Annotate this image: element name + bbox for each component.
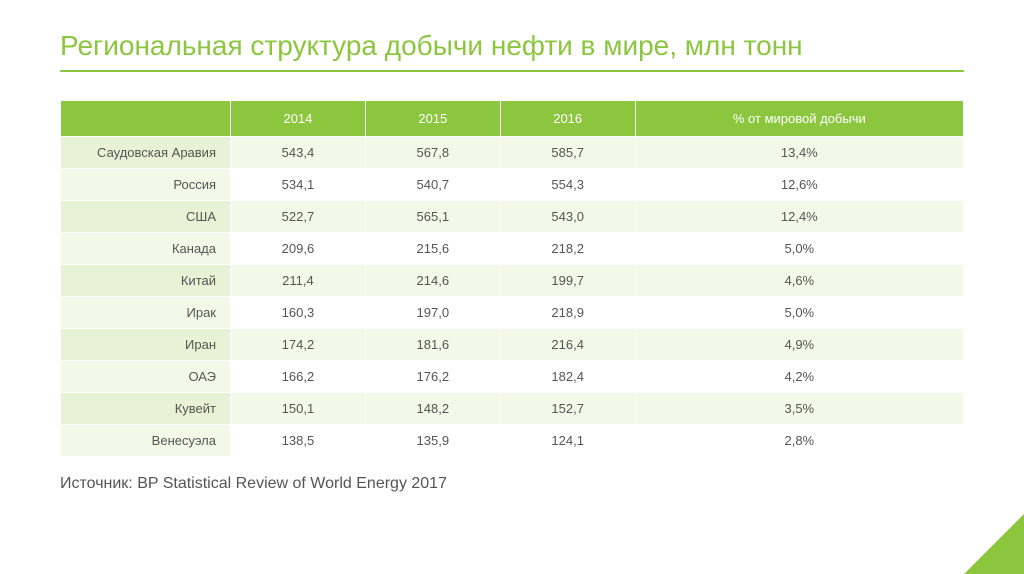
cell: 150,1 bbox=[231, 393, 366, 425]
cell: 216,4 bbox=[500, 329, 635, 361]
row-label: Китай bbox=[61, 265, 231, 297]
cell: 4,9% bbox=[635, 329, 963, 361]
cell: 522,7 bbox=[231, 201, 366, 233]
row-label: Кувейт bbox=[61, 393, 231, 425]
cell: 182,4 bbox=[500, 361, 635, 393]
cell: 3,5% bbox=[635, 393, 963, 425]
col-header-2014: 2014 bbox=[231, 101, 366, 137]
cell: 214,6 bbox=[365, 265, 500, 297]
cell: 554,3 bbox=[500, 169, 635, 201]
cell: 160,3 bbox=[231, 297, 366, 329]
cell: 12,4% bbox=[635, 201, 963, 233]
cell: 197,0 bbox=[365, 297, 500, 329]
row-label: Саудовская Аравия bbox=[61, 137, 231, 169]
cell: 176,2 bbox=[365, 361, 500, 393]
cell: 218,2 bbox=[500, 233, 635, 265]
row-label: Россия bbox=[61, 169, 231, 201]
cell: 135,9 bbox=[365, 425, 500, 457]
table-body: Саудовская Аравия 543,4 567,8 585,7 13,4… bbox=[61, 137, 964, 457]
slide: Региональная структура добычи нефти в ми… bbox=[0, 0, 1024, 574]
cell: 174,2 bbox=[231, 329, 366, 361]
col-header-blank bbox=[61, 101, 231, 137]
cell: 138,5 bbox=[231, 425, 366, 457]
table-row: Ирак 160,3 197,0 218,9 5,0% bbox=[61, 297, 964, 329]
cell: 12,6% bbox=[635, 169, 963, 201]
col-header-share: % от мировой добычи bbox=[635, 101, 963, 137]
table-row: Канада 209,6 215,6 218,2 5,0% bbox=[61, 233, 964, 265]
cell: 585,7 bbox=[500, 137, 635, 169]
cell: 148,2 bbox=[365, 393, 500, 425]
cell: 5,0% bbox=[635, 297, 963, 329]
cell: 543,0 bbox=[500, 201, 635, 233]
table-row: Венесуэла 138,5 135,9 124,1 2,8% bbox=[61, 425, 964, 457]
table-row: Кувейт 150,1 148,2 152,7 3,5% bbox=[61, 393, 964, 425]
corner-chevron-icon bbox=[964, 514, 1024, 574]
cell: 2,8% bbox=[635, 425, 963, 457]
table-row: Иран 174,2 181,6 216,4 4,9% bbox=[61, 329, 964, 361]
data-table: 2014 2015 2016 % от мировой добычи Саудо… bbox=[60, 100, 964, 457]
table-header-row: 2014 2015 2016 % от мировой добычи bbox=[61, 101, 964, 137]
col-header-2015: 2015 bbox=[365, 101, 500, 137]
table-head: 2014 2015 2016 % от мировой добычи bbox=[61, 101, 964, 137]
cell: 534,1 bbox=[231, 169, 366, 201]
cell: 13,4% bbox=[635, 137, 963, 169]
row-label: США bbox=[61, 201, 231, 233]
table-row: Россия 534,1 540,7 554,3 12,6% bbox=[61, 169, 964, 201]
table-row: ОАЭ 166,2 176,2 182,4 4,2% bbox=[61, 361, 964, 393]
row-label: Иран bbox=[61, 329, 231, 361]
cell: 5,0% bbox=[635, 233, 963, 265]
row-label: ОАЭ bbox=[61, 361, 231, 393]
cell: 215,6 bbox=[365, 233, 500, 265]
cell: 124,1 bbox=[500, 425, 635, 457]
cell: 152,7 bbox=[500, 393, 635, 425]
page-title: Региональная структура добычи нефти в ми… bbox=[60, 30, 964, 62]
cell: 199,7 bbox=[500, 265, 635, 297]
cell: 218,9 bbox=[500, 297, 635, 329]
source-text: Источник: BP Statistical Review of World… bbox=[60, 475, 964, 493]
table-row: Саудовская Аравия 543,4 567,8 585,7 13,4… bbox=[61, 137, 964, 169]
table-row: Китай 211,4 214,6 199,7 4,6% bbox=[61, 265, 964, 297]
cell: 181,6 bbox=[365, 329, 500, 361]
title-wrap: Региональная структура добычи нефти в ми… bbox=[60, 30, 964, 72]
cell: 565,1 bbox=[365, 201, 500, 233]
cell: 4,2% bbox=[635, 361, 963, 393]
cell: 567,8 bbox=[365, 137, 500, 169]
cell: 540,7 bbox=[365, 169, 500, 201]
cell: 166,2 bbox=[231, 361, 366, 393]
cell: 211,4 bbox=[231, 265, 366, 297]
row-label: Ирак bbox=[61, 297, 231, 329]
cell: 543,4 bbox=[231, 137, 366, 169]
cell: 4,6% bbox=[635, 265, 963, 297]
cell: 209,6 bbox=[231, 233, 366, 265]
row-label: Венесуэла bbox=[61, 425, 231, 457]
table-row: США 522,7 565,1 543,0 12,4% bbox=[61, 201, 964, 233]
col-header-2016: 2016 bbox=[500, 101, 635, 137]
row-label: Канада bbox=[61, 233, 231, 265]
